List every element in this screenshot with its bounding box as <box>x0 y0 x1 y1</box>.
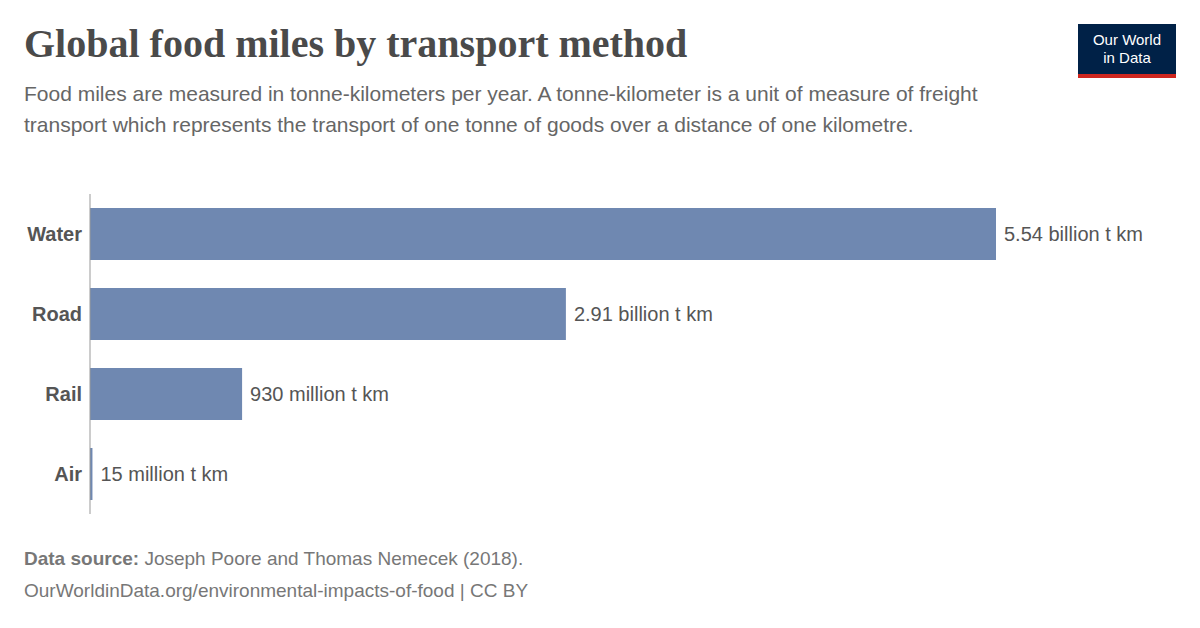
svg-text:5.54 billion t km: 5.54 billion t km <box>1004 223 1143 245</box>
svg-text:Water: Water <box>27 223 82 245</box>
svg-text:2.91 billion t km: 2.91 billion t km <box>574 303 713 325</box>
svg-text:930 million t km: 930 million t km <box>250 383 389 405</box>
html-text:Food miles are measured in ton: Food miles are measured in tonne-kilomet… <box>24 82 978 136</box>
svg-text:Air: Air <box>54 463 82 485</box>
svg-text:Rail: Rail <box>45 383 82 405</box>
html-text:Global food miles by transport: Global food miles by transport method <box>24 21 688 66</box>
html-text:Data source: Joseph Poore and: Data source: Joseph Poore and Thomas Nem… <box>24 548 524 569</box>
html-text:OurWorldinData.org/environment: OurWorldinData.org/environmental-impacts… <box>24 580 529 601</box>
svg-text:Road: Road <box>32 303 82 325</box>
html-text:Our World in Data: Our World in Data <box>1093 31 1161 66</box>
svg-text:15 million t km: 15 million t km <box>100 463 228 485</box>
